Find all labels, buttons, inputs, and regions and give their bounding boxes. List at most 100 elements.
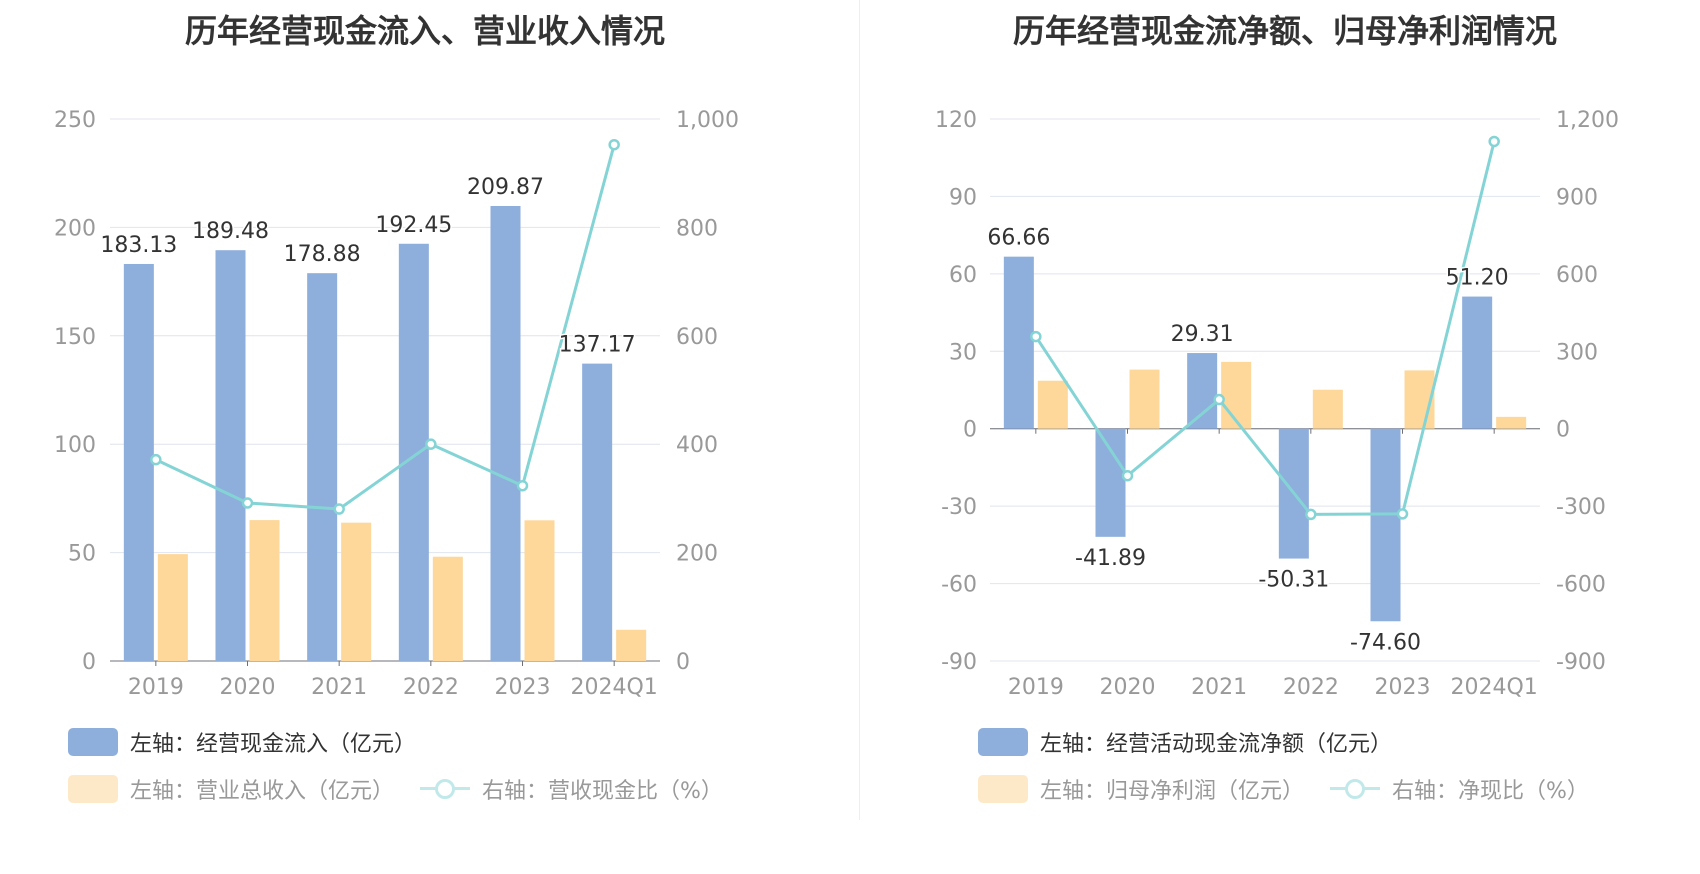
bar-blue — [582, 363, 613, 661]
right-axis-tick-label: 200 — [676, 542, 718, 567]
series-line — [1034, 141, 1496, 516]
legend-label: 左轴：营业总收入（亿元） — [130, 779, 395, 804]
left-axis-tick-label: 30 — [949, 340, 977, 365]
bar-data-label: 178.88 — [284, 242, 361, 267]
bar-blue — [1003, 256, 1034, 429]
line-point — [150, 453, 162, 466]
legend-item-net-profit[interactable]: 左轴：归母净利润（亿元） — [978, 773, 1304, 805]
legend-item-net-cash-ratio[interactable]: 右轴：净现比（%） — [1330, 773, 1589, 805]
bar-blue — [1462, 296, 1493, 429]
bar-data-label: -74.60 — [1350, 630, 1421, 655]
bar-blue — [1095, 428, 1126, 537]
x-axis-category-label: 2024Q1 — [571, 675, 658, 700]
left-axis-tick-label: 90 — [949, 185, 977, 210]
line-point — [333, 503, 345, 515]
legend-item-revenue[interactable]: 左轴：营业总收入（亿元） — [68, 773, 394, 805]
bar-yellow — [1221, 361, 1252, 429]
right-axis-tick-label: -300 — [1556, 495, 1606, 520]
bar-yellow — [616, 629, 647, 661]
x-axis-category-label: 2021 — [311, 675, 367, 700]
x-axis-category-label: 2023 — [495, 675, 551, 700]
bar-yellow — [432, 556, 463, 661]
bar-yellow — [1496, 416, 1527, 429]
bar-blue — [1370, 428, 1401, 622]
chart-title: 历年经营现金流净额、归母净利润情况 — [1012, 12, 1557, 50]
right-axis-tick-label: 1,200 — [1556, 108, 1619, 133]
legend-swatch-yellow — [68, 775, 118, 803]
chart-title: 历年经营现金流入、营业收入情况 — [184, 12, 665, 50]
bar-blue — [490, 206, 521, 662]
bar-data-label: 183.13 — [100, 233, 177, 258]
legend-item-net-cash-flow[interactable]: 左轴：经营活动现金流净额（亿元） — [978, 726, 1392, 758]
chart-panel-net-cash: 历年经营现金流净额、归母净利润情况 120 1,200 90 900 60 600 30 30… — [860, 0, 1700, 874]
x-axis-category-label: 2020 — [1100, 675, 1156, 700]
legend-row-2: 左轴：归母净利润（亿元） 右轴：净现比（%） — [978, 774, 1615, 804]
chart-plot-net-cash: 120 1,200 90 900 60 600 30 300 0 0 -30 -300 -60 -600 -… — [935, 108, 1619, 700]
legend-label: 右轴：净现比（%） — [1392, 779, 1589, 804]
bar-blue — [123, 263, 154, 661]
bar-data-label: 137.17 — [559, 333, 636, 358]
legend-swatch-yellow — [978, 775, 1028, 803]
bar-yellow — [341, 522, 372, 661]
bar-data-label: 29.31 — [1171, 322, 1234, 347]
left-axis-tick-label: -90 — [941, 650, 977, 675]
right-axis-tick-label: 300 — [1556, 340, 1598, 365]
legend-swatch-blue — [68, 728, 118, 756]
x-axis-category-label: 2019 — [1008, 675, 1064, 700]
bar-yellow — [1312, 389, 1343, 429]
right-axis-tick-label: -600 — [1556, 573, 1606, 598]
left-axis-tick-label: -30 — [941, 495, 977, 520]
legend-label: 左轴：经营现金流入（亿元） — [130, 732, 417, 757]
bar-data-label: -50.31 — [1258, 568, 1329, 593]
legend-item-cash-ratio[interactable]: 右轴：营收现金比（%） — [420, 773, 723, 805]
right-axis-tick-label: 400 — [676, 433, 718, 458]
legend-row-2: 左轴：营业总收入（亿元） 右轴：营收现金比（%） — [68, 774, 749, 804]
legend-line-symbol-icon — [420, 775, 471, 803]
left-axis-tick-label: 120 — [935, 108, 977, 133]
series-line — [155, 144, 616, 511]
left-axis-tick-label: 100 — [54, 433, 96, 458]
right-axis-tick-label: 900 — [1556, 185, 1598, 210]
line-point — [1488, 135, 1500, 148]
bar-blue — [307, 273, 338, 661]
chart-plot-cash-inflow: 250 1,000 200 800 150 600 100 400 50 200 0 0 2019 202… — [54, 108, 739, 700]
right-axis-tick-label: -900 — [1556, 650, 1606, 675]
x-axis-category-label: 2024Q1 — [1451, 675, 1538, 700]
line-point — [1213, 393, 1225, 406]
left-axis-tick-label: -60 — [941, 573, 977, 598]
bar-data-label: 192.45 — [375, 213, 452, 238]
legend-label: 左轴：经营活动现金流净额（亿元） — [1040, 732, 1393, 757]
left-axis-tick-label: 250 — [54, 108, 96, 133]
left-axis-tick-label: 60 — [949, 263, 977, 288]
legend-item-cash-inflow[interactable]: 左轴：经营现金流入（亿元） — [68, 726, 416, 758]
legend-label: 右轴：营收现金比（%） — [482, 779, 723, 804]
line-point — [516, 479, 529, 492]
x-axis-category-label: 2023 — [1375, 675, 1431, 700]
bar-data-label: 51.20 — [1446, 266, 1509, 291]
x-axis-category-label: 2021 — [1191, 675, 1247, 700]
right-axis-tick-label: 0 — [676, 650, 690, 675]
left-axis-tick-label: 0 — [963, 418, 977, 443]
bar-blue — [215, 250, 246, 661]
bar-blue — [1187, 353, 1218, 429]
line-point — [1305, 508, 1317, 521]
bar-data-label: 189.48 — [192, 219, 269, 244]
left-axis-tick-label: 200 — [54, 216, 96, 241]
line-point — [425, 438, 437, 450]
bar-blue — [398, 243, 429, 661]
x-axis-category-label: 2019 — [128, 675, 184, 700]
legend-row-1: 左轴：经营活动现金流净额（亿元） — [978, 727, 1418, 757]
legend-line-symbol-icon — [1330, 775, 1381, 803]
bar-yellow — [1037, 380, 1068, 429]
right-axis-tick-label: 600 — [676, 325, 718, 350]
chart-panel-cash-inflow: 历年经营现金流入、营业收入情况 250 1,000 200 800 150 600 100 4… — [54, 12, 749, 804]
right-axis-tick-label: 600 — [1556, 263, 1598, 288]
bar-data-label: 66.66 — [987, 226, 1050, 251]
line-point — [1030, 330, 1042, 343]
right-axis-tick-label: 800 — [676, 216, 718, 241]
panel-divider — [859, 0, 860, 820]
bar-data-label: -41.89 — [1075, 546, 1146, 571]
left-axis-tick-label: 50 — [68, 542, 96, 567]
line-point — [1121, 469, 1134, 482]
line-point — [1396, 508, 1409, 520]
